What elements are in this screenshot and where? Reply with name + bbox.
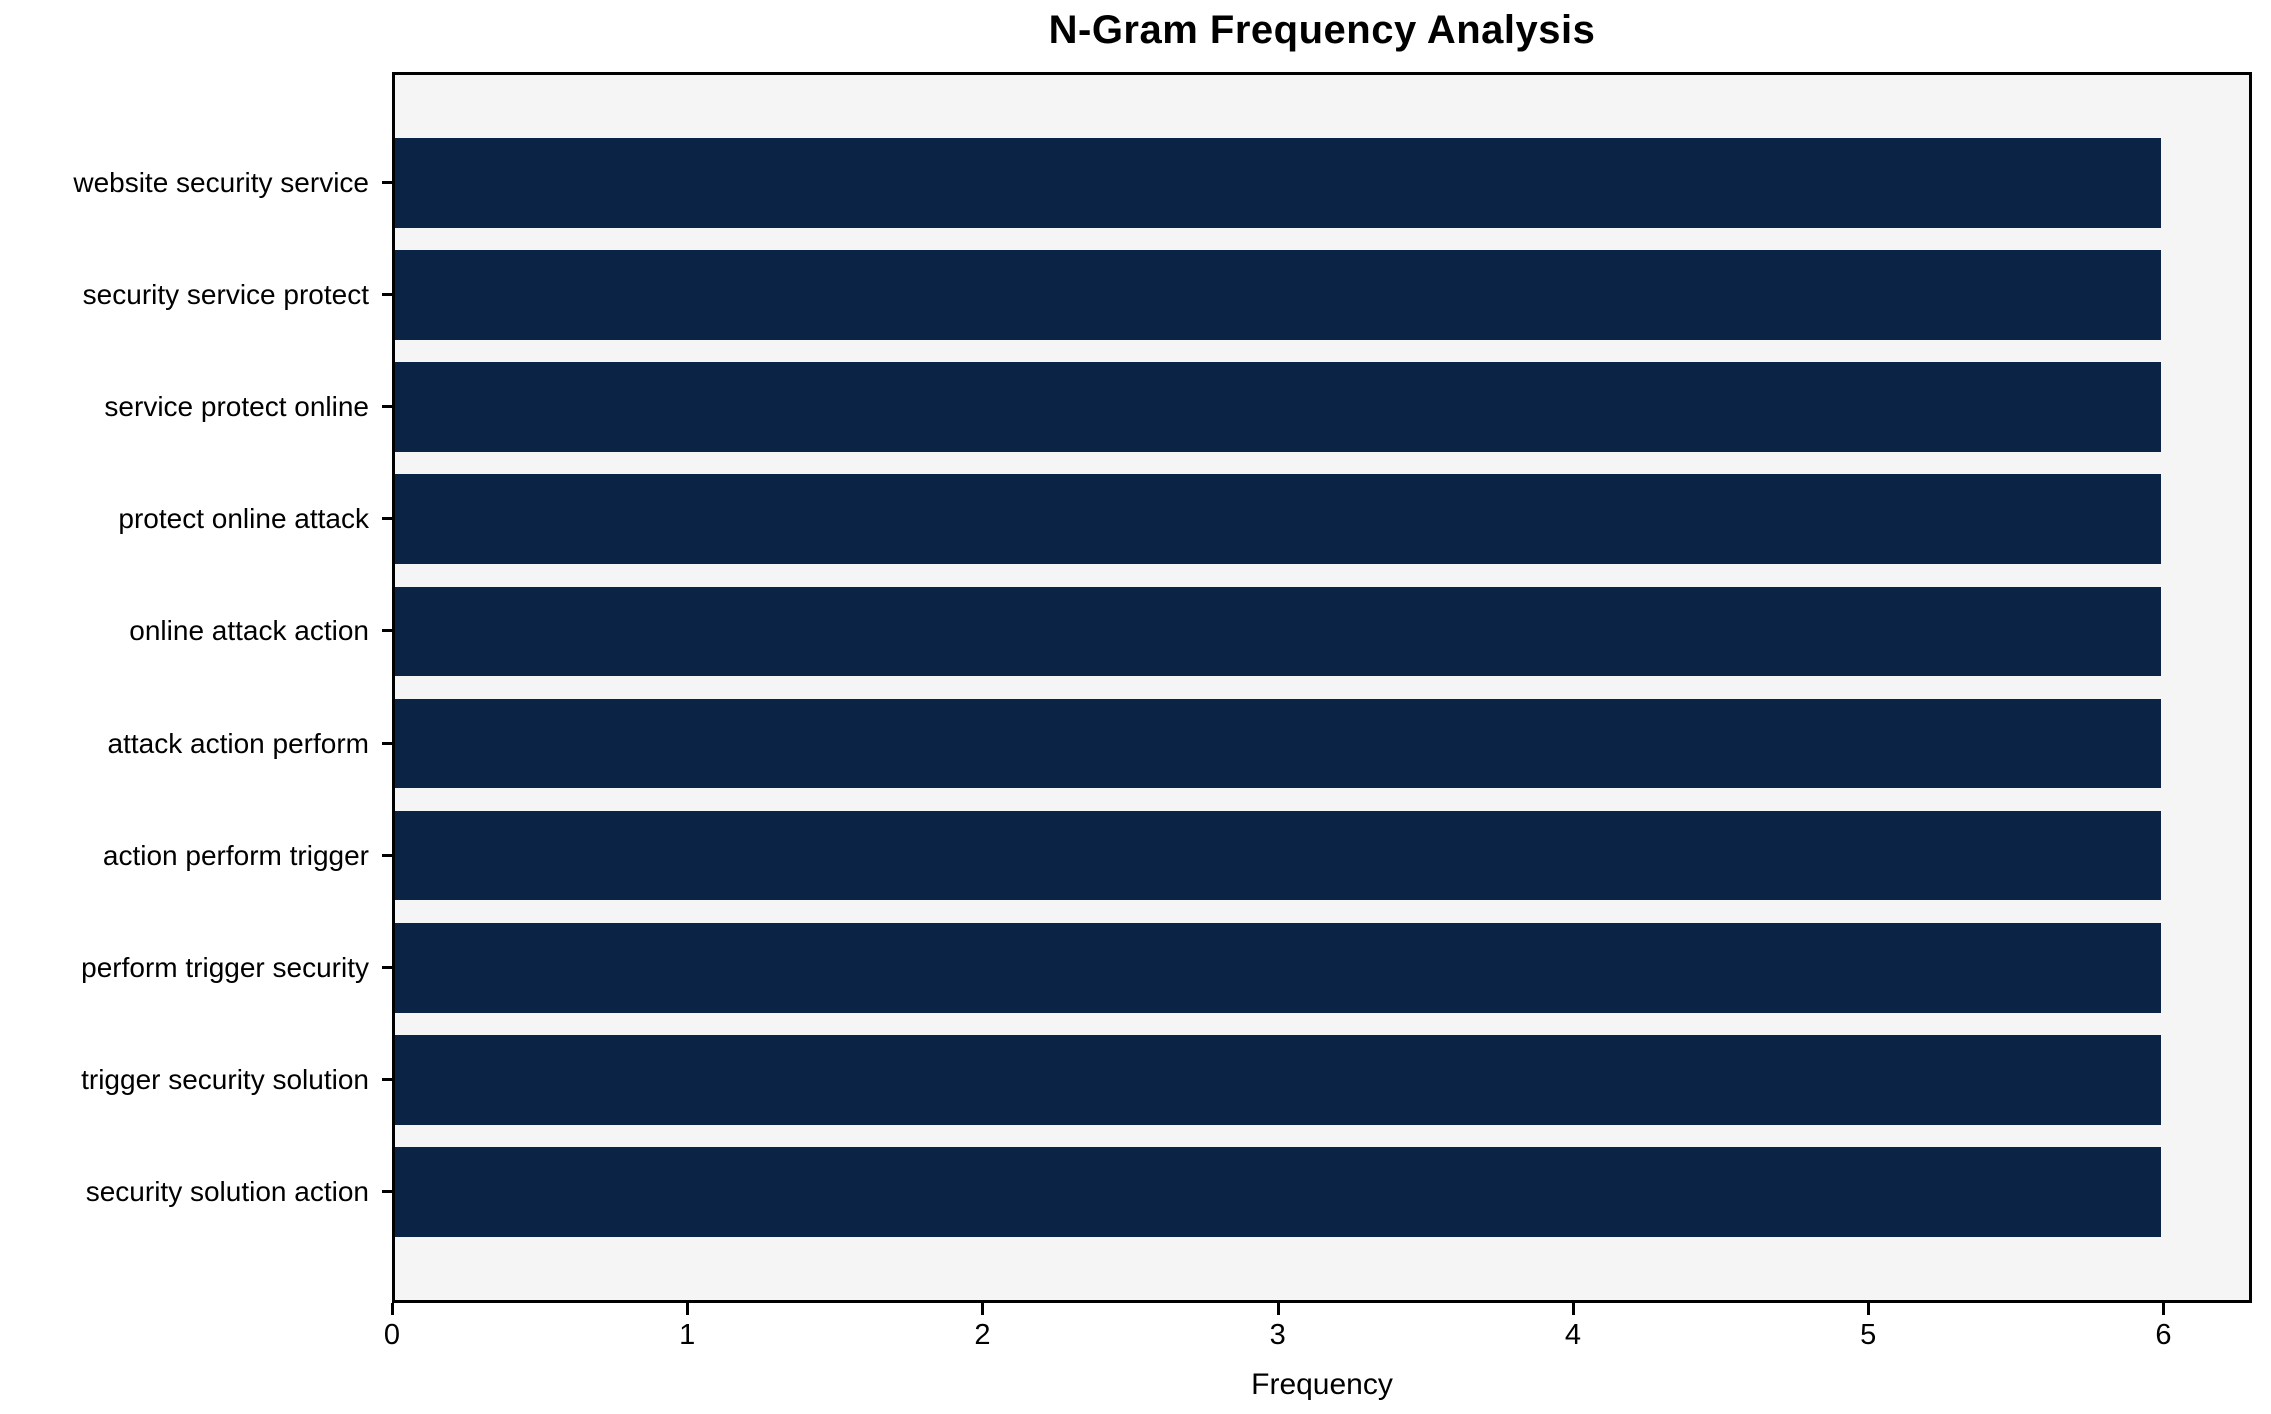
bar-row: attack action perform <box>108 687 2249 799</box>
bar <box>395 362 2161 453</box>
x-tick-mark <box>391 1303 394 1315</box>
bar-row: security solution action <box>86 1136 2249 1248</box>
x-tick-mark <box>1276 1303 1280 1315</box>
bar-row: online attack action <box>129 575 2249 687</box>
x-tick-label: 6 <box>2155 1319 2172 1351</box>
bars-area: website security service security service… <box>73 75 2249 1300</box>
bar-row: perform trigger security <box>81 912 2249 1024</box>
y-tick-mark <box>382 965 395 969</box>
bar <box>395 474 2161 565</box>
y-tick-label: attack action perform <box>107 727 369 759</box>
bar <box>395 586 2161 677</box>
bar-row: protect online attack <box>118 463 2249 575</box>
chart-title: N-Gram Frequency Analysis <box>1048 8 1596 52</box>
x-tick-mark <box>981 1303 985 1315</box>
y-tick-label: action perform trigger <box>102 839 369 871</box>
bar-row: security service protect <box>83 239 2249 351</box>
y-tick-mark <box>382 629 395 633</box>
x-tick-label: 0 <box>383 1319 401 1351</box>
bar <box>395 922 2161 1013</box>
bar-row: action perform trigger <box>103 800 2249 912</box>
y-tick-mark <box>382 517 395 521</box>
y-tick-label: perform trigger security <box>81 951 369 983</box>
bar <box>395 138 2161 228</box>
y-tick-label: protect online attack <box>118 503 369 535</box>
plot-area: website security service security service… <box>73 72 2252 1303</box>
x-tick-mark <box>2162 1303 2166 1315</box>
bar <box>395 1034 2161 1125</box>
y-tick-mark <box>382 1077 395 1081</box>
x-tick-label: 5 <box>1860 1319 1877 1351</box>
x-tick-label: 4 <box>1564 1319 1582 1351</box>
bar <box>395 1147 2161 1237</box>
bar <box>395 810 2161 901</box>
y-tick-label: online attack action <box>129 615 369 647</box>
x-tick-mark <box>1571 1303 1575 1315</box>
y-tick-mark <box>382 405 395 409</box>
bar-row: trigger security solution <box>81 1024 2249 1136</box>
x-tick-mark <box>686 1303 690 1315</box>
y-tick-mark <box>382 741 395 745</box>
x-tick-mark <box>1867 1303 1871 1315</box>
bar <box>395 250 2161 340</box>
y-tick-label: security service protect <box>82 279 369 311</box>
y-tick-label: security solution action <box>85 1175 369 1207</box>
x-axis-label: Frequency <box>1251 1368 1393 1401</box>
y-tick-mark <box>382 293 395 297</box>
y-tick-label: trigger security solution <box>81 1063 369 1095</box>
y-tick-label: service protect online <box>104 391 369 423</box>
y-tick-mark <box>382 853 395 857</box>
y-tick-label: website security service <box>73 167 369 199</box>
x-tick-label: 1 <box>679 1319 696 1351</box>
bar-row: service protect online <box>104 351 2249 463</box>
y-tick-mark <box>382 1189 395 1193</box>
bar <box>395 698 2161 789</box>
bar-row: website security service <box>73 127 2249 239</box>
x-tick-label: 3 <box>1269 1319 1286 1351</box>
y-tick-mark <box>382 181 395 185</box>
x-tick-label: 2 <box>974 1319 991 1351</box>
